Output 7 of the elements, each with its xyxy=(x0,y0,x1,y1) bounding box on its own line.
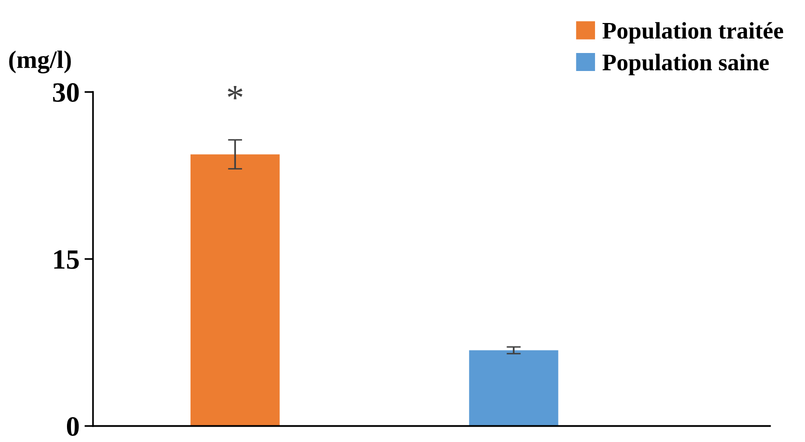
annotation: * xyxy=(228,86,242,100)
y-tick-label: 30 xyxy=(53,83,79,102)
legend-label: Population traitée xyxy=(602,22,784,44)
y-axis-title: (mg/l) xyxy=(9,50,71,74)
legend-label: Population saine xyxy=(602,54,769,76)
y-tick-label: 15 xyxy=(54,250,79,269)
y-tick-label: 0 xyxy=(66,417,79,436)
